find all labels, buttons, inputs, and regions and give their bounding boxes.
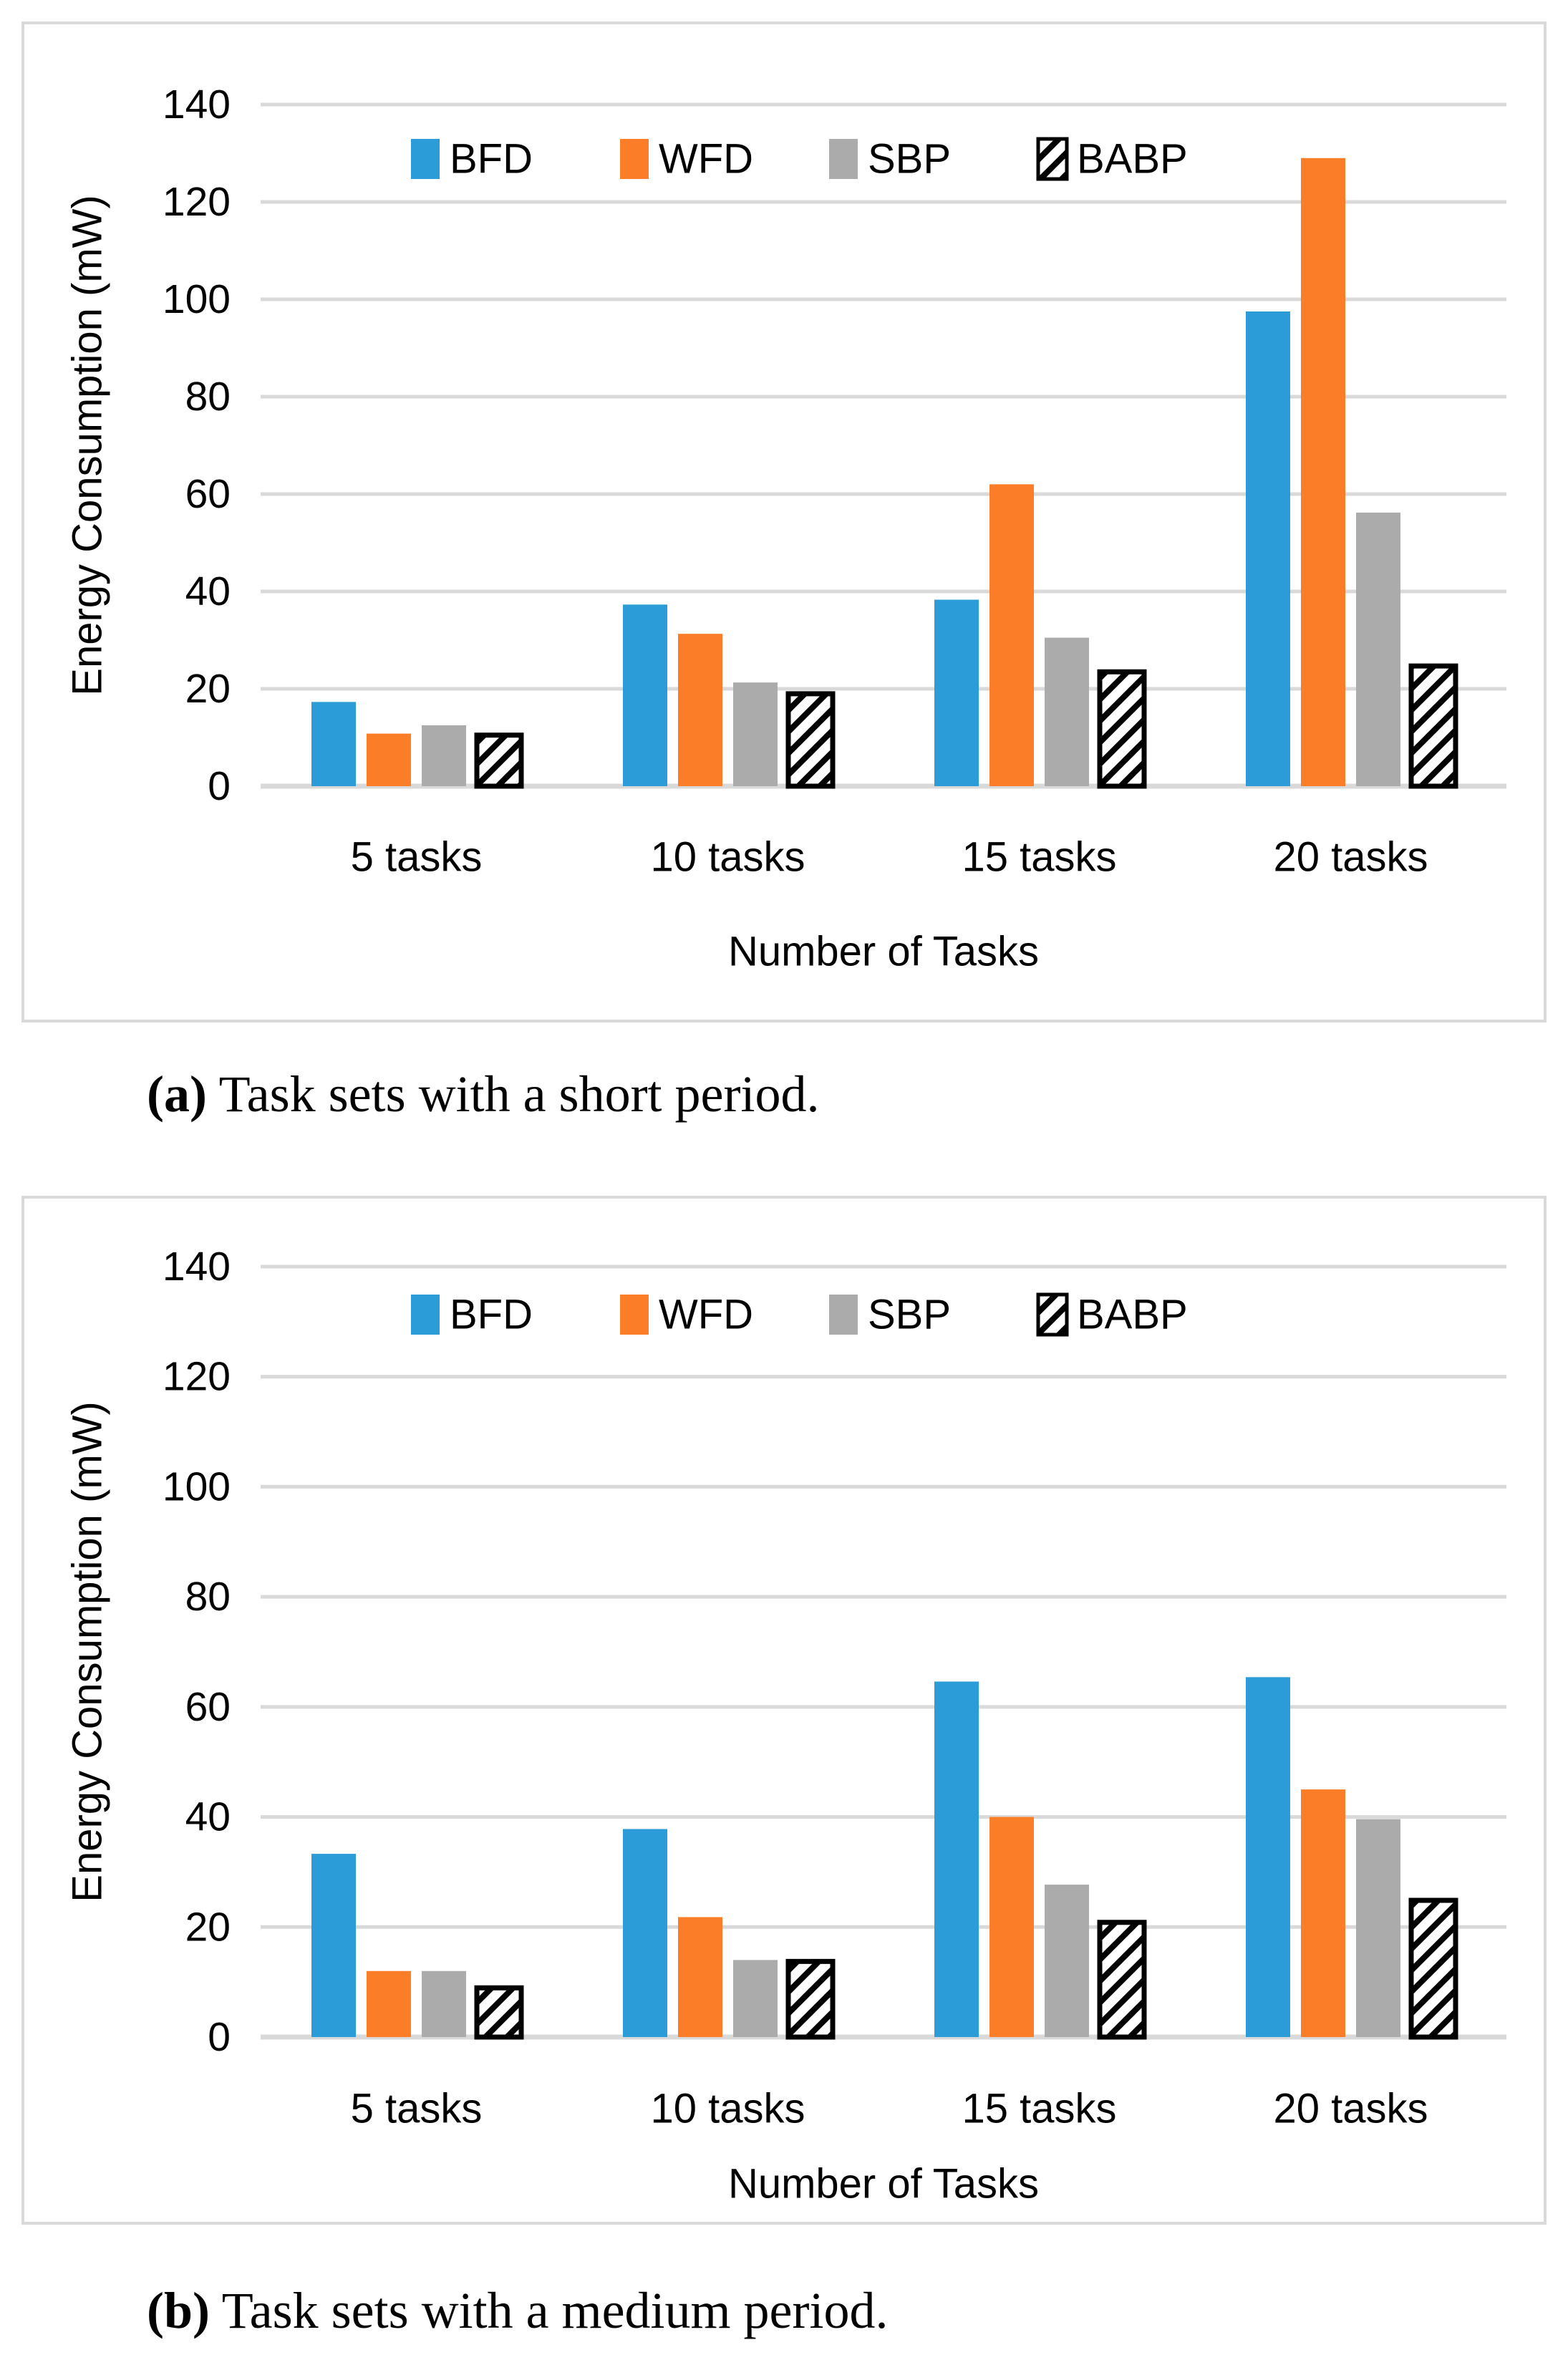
caption-b-text: Task sets with a medium period. <box>210 2282 889 2339</box>
legend-label-sbp: SBP <box>868 136 951 183</box>
legend-item-bfd: BFD <box>411 1292 533 1338</box>
x-tick-label-20-tasks: 20 tasks <box>1274 2086 1428 2132</box>
y-tick-label-60: 60 <box>185 471 231 517</box>
chart-panel-a: 0 20 40 60 80 100 120 140 Energy Consumption (mW… <box>21 21 1547 1022</box>
bar-bfd-15-tasks <box>934 1681 979 2037</box>
y-axis-title: Energy Consumption (mW) <box>64 195 111 695</box>
bar-bfd-10-tasks <box>623 604 667 786</box>
y-tick-label-40: 40 <box>185 1794 231 1840</box>
bar-babp-20-tasks <box>1408 1897 1458 2040</box>
x-axis-title: Number of Tasks <box>728 2161 1039 2207</box>
y-tick-label-140: 140 <box>163 1244 231 1290</box>
caption-a-text: Task sets with a short period. <box>206 1065 820 1123</box>
legend-label-sbp: SBP <box>868 1292 951 1338</box>
bar-wfd-20-tasks <box>1301 1789 1345 2037</box>
legend: BFD WFD SBP BABP <box>411 1292 1188 1338</box>
legend-swatch-bfd-icon <box>411 1295 440 1335</box>
bar-wfd-20-tasks <box>1301 158 1345 787</box>
bar-wfd-15-tasks <box>989 484 1034 786</box>
legend-swatch-bfd-icon <box>411 139 440 179</box>
legend-label-wfd: WFD <box>659 1292 753 1338</box>
legend-swatch-sbp-icon <box>829 1295 858 1335</box>
x-tick-label-5-tasks: 5 tasks <box>351 834 483 881</box>
legend-label-babp: BABP <box>1077 136 1188 183</box>
legend-swatch-babp-hatch-icon <box>1036 137 1069 181</box>
bar-bfd-5-tasks <box>311 702 356 786</box>
x-axis-title: Number of Tasks <box>728 929 1039 975</box>
caption-b-label: (b) <box>147 2282 210 2339</box>
bar-bfd-15-tasks <box>934 599 979 786</box>
x-tick-label-15-tasks: 15 tasks <box>962 834 1117 881</box>
legend-label-babp: BABP <box>1077 1292 1188 1338</box>
caption-b: (b) Task sets with a medium period. <box>147 2278 1568 2343</box>
bar-bfd-5-tasks <box>311 1854 356 2037</box>
x-tick-label-10-tasks: 10 tasks <box>651 834 805 881</box>
y-tick-label-0: 0 <box>208 763 231 809</box>
bar-sbp-15-tasks <box>1045 1885 1089 2037</box>
legend-label-bfd: BFD <box>450 1292 533 1338</box>
bar-sbp-15-tasks <box>1045 637 1089 786</box>
bar-wfd-15-tasks <box>989 1817 1034 2037</box>
bar-chart-short-period: 0 20 40 60 80 100 120 140 Energy Consumption (mW… <box>64 82 1506 975</box>
bar-wfd-10-tasks <box>678 634 722 786</box>
legend-swatch-babp-hatch-icon <box>1036 1292 1069 1337</box>
bar-babp-5-tasks <box>474 1985 524 2040</box>
legend-item-sbp: SBP <box>829 136 951 183</box>
bar-chart-medium-period: 0 20 40 60 80 100 120 140 Energy Consumption (mW… <box>64 1244 1506 2207</box>
legend-item-sbp: SBP <box>829 1292 951 1338</box>
bar-babp-20-tasks <box>1408 663 1458 789</box>
bar-wfd-10-tasks <box>678 1917 722 2037</box>
bar-sbp-20-tasks <box>1356 512 1400 786</box>
y-tick-label-0: 0 <box>208 2014 231 2060</box>
legend-item-babp: BABP <box>1036 1292 1188 1338</box>
bar-babp-10-tasks <box>785 691 836 789</box>
bar-wfd-5-tasks <box>367 1970 411 2037</box>
legend-swatch-wfd-icon <box>620 1295 649 1335</box>
x-tick-label-20-tasks: 20 tasks <box>1274 834 1428 881</box>
y-tick-label-100: 100 <box>163 276 231 322</box>
bar-sbp-5-tasks <box>422 725 466 786</box>
x-tick-label-15-tasks: 15 tasks <box>962 2086 1117 2132</box>
y-tick-label-120: 120 <box>163 1354 231 1400</box>
bar-wfd-5-tasks <box>367 733 411 786</box>
x-tick-label-5-tasks: 5 tasks <box>351 2086 483 2132</box>
bar-sbp-20-tasks <box>1356 1819 1400 2037</box>
y-tick-label-80: 80 <box>185 374 231 420</box>
legend-item-wfd: WFD <box>620 136 753 183</box>
legend-label-wfd: WFD <box>659 136 753 183</box>
caption-a: (a) Task sets with a short period. <box>147 1062 1568 1126</box>
bar-babp-15-tasks <box>1097 1920 1147 2040</box>
x-tick-label-10-tasks: 10 tasks <box>651 2086 805 2132</box>
bar-babp-10-tasks <box>785 1958 836 2040</box>
bar-bfd-20-tasks <box>1246 1677 1290 2037</box>
legend-item-wfd: WFD <box>620 1292 753 1338</box>
y-tick-label-20: 20 <box>185 666 231 712</box>
legend: BFD WFD SBP BABP <box>411 136 1188 183</box>
bar-babp-15-tasks <box>1097 669 1147 789</box>
legend-label-bfd: BFD <box>450 136 533 183</box>
caption-a-label: (a) <box>147 1065 207 1123</box>
bar-bfd-10-tasks <box>623 1829 667 2037</box>
y-tick-label-140: 140 <box>163 82 231 127</box>
legend-swatch-sbp-icon <box>829 139 858 179</box>
chart-panel-b: 0 20 40 60 80 100 120 140 Energy Consumption (mW… <box>21 1196 1547 2225</box>
bar-bfd-20-tasks <box>1246 311 1290 786</box>
y-tick-label-80: 80 <box>185 1574 231 1620</box>
y-tick-label-60: 60 <box>185 1684 231 1730</box>
legend-swatch-wfd-icon <box>620 139 649 179</box>
bar-sbp-10-tasks <box>733 682 778 786</box>
figure-page: 0 20 40 60 80 100 120 140 Energy Consumption (mW… <box>0 21 1568 2365</box>
y-tick-label-120: 120 <box>163 179 231 225</box>
y-axis-title: Energy Consumption (mW) <box>64 1401 111 1902</box>
bar-babp-5-tasks <box>474 732 524 789</box>
bar-sbp-5-tasks <box>422 1970 466 2037</box>
y-tick-label-40: 40 <box>185 569 231 614</box>
legend-item-bfd: BFD <box>411 136 533 183</box>
y-tick-label-20: 20 <box>185 1904 231 1950</box>
bar-sbp-10-tasks <box>733 1960 778 2037</box>
legend-item-babp: BABP <box>1036 136 1188 183</box>
y-tick-label-100: 100 <box>163 1464 231 1509</box>
